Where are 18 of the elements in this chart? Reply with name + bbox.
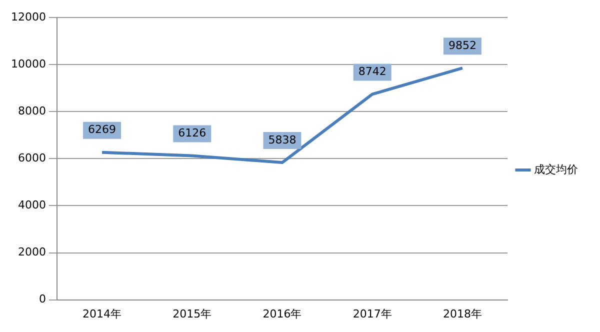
y-tick-label: 0 [38,292,46,306]
y-tick-label: 12000 [10,10,46,24]
y-tick-label: 4000 [18,198,46,212]
legend-label: 成交均价 [534,162,578,176]
x-tick-label: 2017年 [352,307,392,320]
x-tick-label: 2015年 [172,307,212,320]
y-tick-label: 10000 [10,57,46,70]
data-label: 8742 [358,65,386,78]
y-tick-label: 6000 [18,152,46,165]
data-label: 6126 [178,126,206,140]
x-tick-label: 2014年 [82,307,122,320]
data-label: 6269 [88,123,116,136]
x-tick-label: 2016年 [262,307,302,320]
y-tick-label: 8000 [18,104,46,118]
data-label: 5838 [268,133,296,146]
x-tick-label: 2018年 [442,307,482,320]
data-label: 9852 [448,38,476,52]
y-tick-label: 2000 [18,246,46,259]
